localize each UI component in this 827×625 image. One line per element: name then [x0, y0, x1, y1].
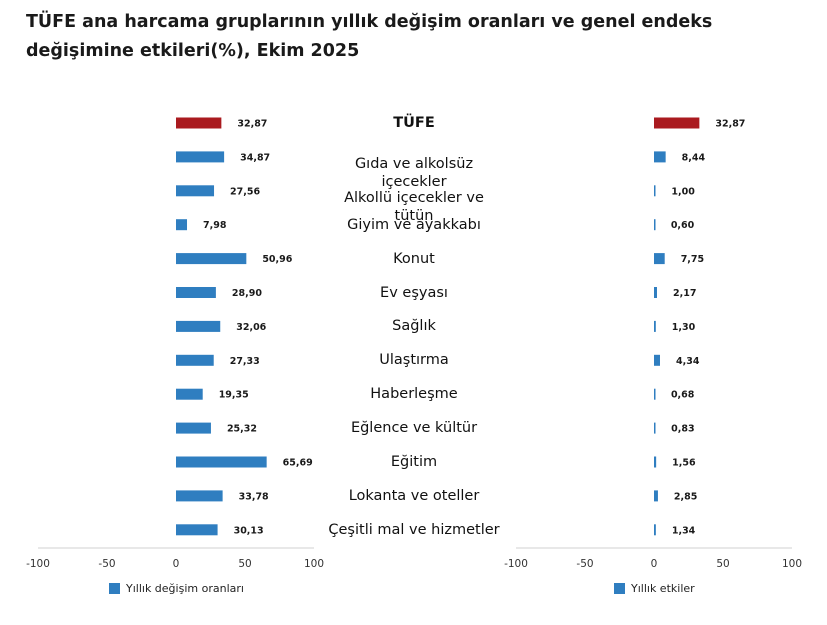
- left-bar-8: [176, 388, 203, 400]
- left-data-label-1: 34,87: [240, 152, 270, 163]
- left-data-label-9: 25,32: [227, 424, 257, 435]
- right-bar-11: [654, 490, 658, 502]
- category-label-line: Çeşitli mal ve hizmetler: [328, 521, 500, 538]
- right-bar-9: [654, 422, 656, 434]
- category-label: Çeşitli mal ve hizmetler: [322, 521, 506, 539]
- right-bar-1: [654, 151, 666, 163]
- category-label-line: Giyim ve ayakkabı: [347, 216, 481, 233]
- category-label-line: Ev eşyası: [380, 284, 448, 301]
- left-bar-7: [176, 354, 214, 366]
- category-label: Eğlence ve kültür: [322, 419, 506, 437]
- category-label-line: Gıda ve alkolsüz: [354, 155, 474, 172]
- category-label-line: tütün: [394, 207, 434, 224]
- category-label-line: Sağlık: [392, 318, 436, 335]
- left-bar-11: [176, 490, 223, 502]
- right-bar-0: [654, 117, 700, 129]
- category-label-line: Konut: [393, 250, 435, 267]
- right-bar-2: [654, 185, 656, 197]
- right-data-label-2: 1,00: [671, 186, 695, 197]
- left-data-label-6: 32,06: [236, 322, 266, 333]
- right-tick-label-1: -50: [576, 558, 593, 570]
- left-tick-label-1: -50: [98, 558, 115, 570]
- left-data-label-11: 33,78: [239, 491, 269, 502]
- right-data-label-1: 8,44: [682, 152, 706, 163]
- right-data-label-10: 1,56: [672, 458, 696, 469]
- left-bar-12: [176, 524, 218, 536]
- right-bar-12: [654, 524, 656, 536]
- left-bar-2: [176, 185, 215, 197]
- right-data-label-4: 7,75: [681, 254, 704, 265]
- left-bar-10: [176, 456, 267, 468]
- category-label-line: Ulaştırma: [379, 352, 449, 369]
- category-label-line: içecekler: [381, 173, 447, 190]
- right-data-label-0: 32,87: [715, 119, 745, 130]
- right-data-label-7: 4,34: [676, 356, 700, 367]
- left-tick-label-3: 50: [238, 558, 251, 570]
- left-data-label-8: 19,35: [219, 390, 249, 401]
- right-data-label-12: 1,34: [672, 525, 696, 536]
- right-bar-3: [654, 219, 656, 231]
- left-data-label-7: 27,33: [230, 356, 260, 367]
- category-label: Ev eşyası: [322, 284, 506, 302]
- category-label: Lokanta ve oteller: [322, 487, 506, 505]
- left-data-label-3: 7,98: [203, 220, 227, 231]
- right-bar-5: [654, 287, 657, 298]
- legend-label-annual-effect: Yıllık etkiler: [631, 582, 695, 595]
- right-data-label-9: 0,83: [671, 424, 694, 435]
- left-data-label-5: 28,90: [232, 288, 262, 299]
- category-label: Haberleşme: [322, 385, 506, 403]
- right-data-label-11: 2,85: [674, 491, 697, 502]
- category-label: TÜFE: [322, 114, 506, 132]
- category-label-line: Eğlence ve kültür: [350, 420, 478, 437]
- left-tick-label-0: -100: [26, 558, 50, 570]
- category-label: Sağlık: [322, 317, 506, 335]
- left-bar-4: [176, 253, 247, 265]
- right-data-label-5: 2,17: [673, 288, 696, 299]
- chart-title: TÜFE ana harcama gruplarının yıllık deği…: [26, 12, 713, 61]
- legend-swatch-annual-change: [109, 583, 120, 594]
- left-data-label-12: 30,13: [234, 525, 264, 536]
- left-data-label-0: 32,87: [237, 119, 267, 130]
- left-bar-3: [176, 219, 188, 231]
- legend-label-annual-change: Yıllık değişim oranları: [126, 582, 244, 595]
- right-tick-label-3: 50: [716, 558, 729, 570]
- right-data-label-8: 0,68: [671, 390, 695, 401]
- category-label-line: Lokanta ve oteller: [348, 487, 480, 504]
- left-tick-label-2: 0: [173, 558, 180, 570]
- legend-left: Yıllık değişim oranları: [109, 582, 244, 595]
- right-data-label-3: 0,60: [671, 220, 695, 231]
- category-label: Gıda ve alkolsüz içecekler: [322, 155, 506, 191]
- left-bar-1: [176, 151, 225, 163]
- category-label: Giyim ve ayakkabı: [322, 216, 506, 234]
- left-data-label-10: 65,69: [283, 458, 313, 469]
- category-label: Eğitim: [322, 453, 506, 471]
- right-bar-6: [654, 320, 656, 332]
- category-label: Alkollü içecekler ve tütün: [322, 189, 506, 225]
- right-tick-label-2: 0: [651, 558, 658, 570]
- right-bar-10: [654, 456, 657, 468]
- legend-right: Yıllık etkiler: [614, 582, 695, 595]
- right-bar-7: [654, 354, 660, 366]
- left-data-label-4: 50,96: [262, 254, 292, 265]
- category-label-line: Eğitim: [390, 454, 438, 470]
- left-data-label-2: 27,56: [230, 186, 260, 197]
- right-data-label-6: 1,30: [672, 322, 696, 333]
- left-bar-0: [176, 117, 222, 129]
- category-label: Konut: [322, 250, 506, 268]
- right-bar-4: [654, 253, 665, 265]
- right-bar-8: [654, 388, 656, 400]
- legend-swatch-annual-effect: [614, 583, 625, 594]
- category-label: Ulaştırma: [322, 351, 506, 369]
- left-bar-5: [176, 287, 216, 298]
- right-tick-label-0: -100: [504, 558, 528, 570]
- category-label-line: TÜFE: [393, 115, 435, 131]
- left-bar-9: [176, 422, 211, 434]
- category-label-line: Alkollü içecekler ve: [344, 189, 484, 206]
- right-tick-label-4: 100: [782, 558, 802, 570]
- left-bar-6: [176, 320, 221, 332]
- left-tick-label-4: 100: [304, 558, 324, 570]
- category-label-line: Haberleşme: [370, 386, 458, 403]
